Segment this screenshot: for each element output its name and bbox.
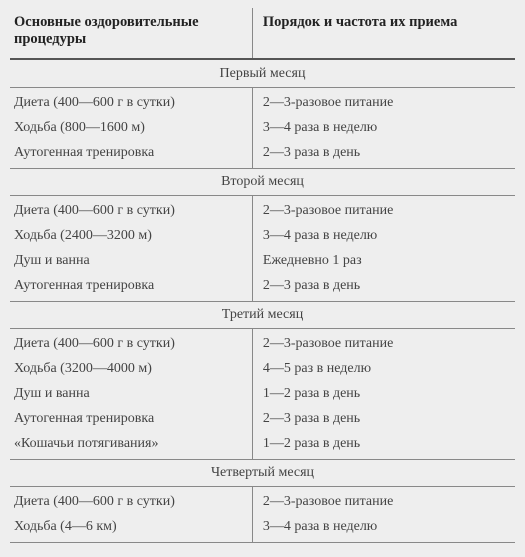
schedule-cell: Ежедневно 1 раз: [252, 249, 515, 274]
table-row: Диета (400—600 г в сутки)2—3-разовое пит…: [10, 88, 515, 116]
procedure-cell: Диета (400—600 г в сутки): [10, 196, 252, 224]
procedure-cell: Диета (400—600 г в сутки): [10, 487, 252, 515]
schedule-cell: 2—3 раза в день: [252, 141, 515, 169]
schedule-cell: 2—3 раза в день: [252, 274, 515, 302]
schedule-cell: 3—4 раза в неделю: [252, 116, 515, 141]
procedure-cell: Аутогенная тренировка: [10, 274, 252, 302]
table-row: «Кошачьи потягивания»1—2 раза в день: [10, 432, 515, 460]
procedure-cell: Душ и ванна: [10, 249, 252, 274]
schedule-cell: 2—3-разовое питание: [252, 329, 515, 357]
schedule-cell: 2—3-разовое питание: [252, 487, 515, 515]
schedule-cell: 1—2 раза в день: [252, 382, 515, 407]
table-row: Аутогенная тренировка2—3 раза в день: [10, 274, 515, 302]
table-row: Ходьба (800—1600 м)3—4 раза в неделю: [10, 116, 515, 141]
table-row: Аутогенная тренировка2—3 раза в день: [10, 407, 515, 432]
column-header-schedule: Порядок и частота их приема: [252, 8, 515, 59]
table-body: Первый месяцДиета (400—600 г в сутки)2—3…: [10, 59, 515, 543]
table-row: Диета (400—600 г в сутки)2—3-разовое пит…: [10, 196, 515, 224]
section-title: Третий месяц: [10, 302, 515, 329]
schedule-cell: 2—3-разовое питание: [252, 88, 515, 116]
table-row: Ходьба (2400—3200 м)3—4 раза в неделю: [10, 224, 515, 249]
table-row: Ходьба (3200—4000 м)4—5 раз в неделю: [10, 357, 515, 382]
procedure-cell: Диета (400—600 г в сутки): [10, 88, 252, 116]
column-header-procedures: Основные оздоровительные процедуры: [10, 8, 252, 59]
schedule-cell: 2—3 раза в день: [252, 407, 515, 432]
table-row: Душ и ванна1—2 раза в день: [10, 382, 515, 407]
procedures-table: Основные оздоровительные процедуры Поряд…: [10, 8, 515, 543]
schedule-cell: 3—4 раза в неделю: [252, 224, 515, 249]
table-row: Аутогенная тренировка2—3 раза в день: [10, 141, 515, 169]
schedule-cell: 1—2 раза в день: [252, 432, 515, 460]
procedure-cell: Ходьба (4—6 км): [10, 515, 252, 543]
table-row: Диета (400—600 г в сутки)2—3-разовое пит…: [10, 487, 515, 515]
section-title: Четвертый месяц: [10, 460, 515, 487]
procedure-cell: Аутогенная тренировка: [10, 141, 252, 169]
procedure-cell: Диета (400—600 г в сутки): [10, 329, 252, 357]
procedure-cell: Душ и ванна: [10, 382, 252, 407]
procedure-cell: Ходьба (2400—3200 м): [10, 224, 252, 249]
procedure-cell: «Кошачьи потягивания»: [10, 432, 252, 460]
section-title: Второй месяц: [10, 169, 515, 196]
procedure-cell: Ходьба (800—1600 м): [10, 116, 252, 141]
table-row: Ходьба (4—6 км)3—4 раза в неделю: [10, 515, 515, 543]
procedure-cell: Аутогенная тренировка: [10, 407, 252, 432]
schedule-cell: 3—4 раза в неделю: [252, 515, 515, 543]
table-row: Душ и ваннаЕжедневно 1 раз: [10, 249, 515, 274]
schedule-cell: 4—5 раз в неделю: [252, 357, 515, 382]
section-title: Первый месяц: [10, 59, 515, 88]
schedule-cell: 2—3-разовое питание: [252, 196, 515, 224]
table-row: Диета (400—600 г в сутки)2—3-разовое пит…: [10, 329, 515, 357]
procedure-cell: Ходьба (3200—4000 м): [10, 357, 252, 382]
